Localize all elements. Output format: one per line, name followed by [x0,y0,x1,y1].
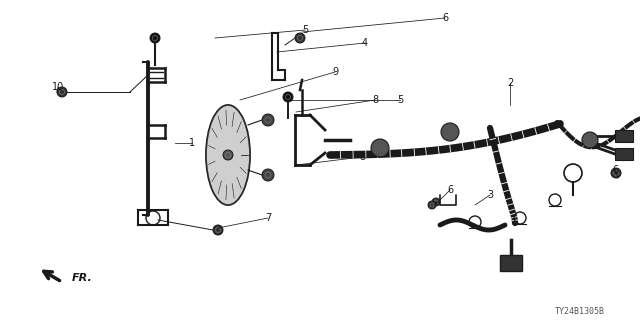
Text: FR.: FR. [72,273,93,283]
Circle shape [295,33,305,43]
Text: 7: 7 [265,213,271,223]
Circle shape [428,201,436,209]
Circle shape [283,92,293,102]
Text: 6: 6 [612,165,618,175]
Text: 9: 9 [332,67,338,77]
Text: TY24B1305B: TY24B1305B [555,308,605,316]
Text: 5: 5 [397,95,403,105]
Text: 5: 5 [302,25,308,35]
Text: 8: 8 [372,95,378,105]
Ellipse shape [206,105,250,205]
Text: 10: 10 [52,82,64,92]
Text: 6: 6 [447,185,453,195]
Circle shape [213,225,223,235]
Text: 1: 1 [189,138,195,148]
Circle shape [223,150,233,160]
Text: 6: 6 [442,13,448,23]
Circle shape [262,114,274,126]
Text: 2: 2 [507,78,513,88]
Text: 8: 8 [359,152,365,162]
Circle shape [432,198,440,206]
FancyBboxPatch shape [615,130,633,142]
Circle shape [262,169,274,181]
Text: 4: 4 [362,38,368,48]
Circle shape [441,123,459,141]
Circle shape [611,168,621,178]
Circle shape [150,33,160,43]
Text: 3: 3 [487,190,493,200]
Circle shape [582,132,598,148]
Circle shape [57,87,67,97]
FancyBboxPatch shape [500,255,522,271]
Circle shape [371,139,389,157]
FancyBboxPatch shape [615,148,633,160]
